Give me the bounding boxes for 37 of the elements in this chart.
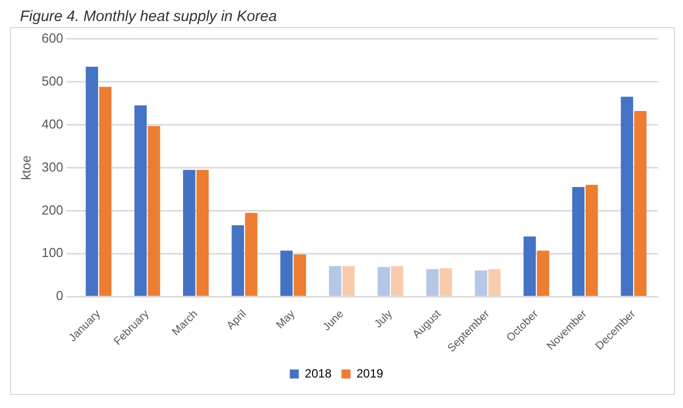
bar (586, 184, 598, 296)
bar (378, 266, 390, 296)
bar (196, 170, 209, 296)
y-tick-label: 500 (42, 73, 64, 88)
chart-title: Figure 4. Monthly heat supply in Korea (20, 8, 278, 25)
bar (328, 266, 342, 296)
y-tick-label: 400 (42, 116, 64, 132)
bar (232, 225, 244, 296)
bar (342, 266, 355, 296)
bar (86, 66, 98, 296)
bar (391, 266, 404, 296)
y-tick-label: 100 (42, 245, 64, 260)
y-tick-label: 0 (56, 288, 64, 304)
bar (634, 110, 647, 296)
y-tick-label: 600 (42, 30, 64, 46)
bar (620, 96, 634, 296)
bar (148, 126, 160, 296)
bar (536, 250, 550, 296)
bar (426, 269, 439, 296)
bar (134, 105, 147, 296)
bar (572, 187, 584, 296)
y-tick-label: 300 (42, 159, 64, 174)
bar (474, 270, 488, 296)
legend-label: 2019 (356, 366, 384, 380)
bar (99, 86, 112, 296)
bar (183, 170, 196, 296)
bar (440, 268, 452, 296)
bar (524, 236, 536, 296)
x-tick-label: May (274, 308, 298, 332)
y-tick-label: 200 (42, 202, 64, 218)
x-tick-label: July (372, 308, 396, 330)
bar (294, 254, 306, 296)
bar (280, 250, 293, 296)
y-axis-title: ktoe (18, 155, 34, 180)
legend-label: 2018 (304, 366, 332, 380)
bar (488, 269, 501, 296)
bar (245, 212, 258, 296)
